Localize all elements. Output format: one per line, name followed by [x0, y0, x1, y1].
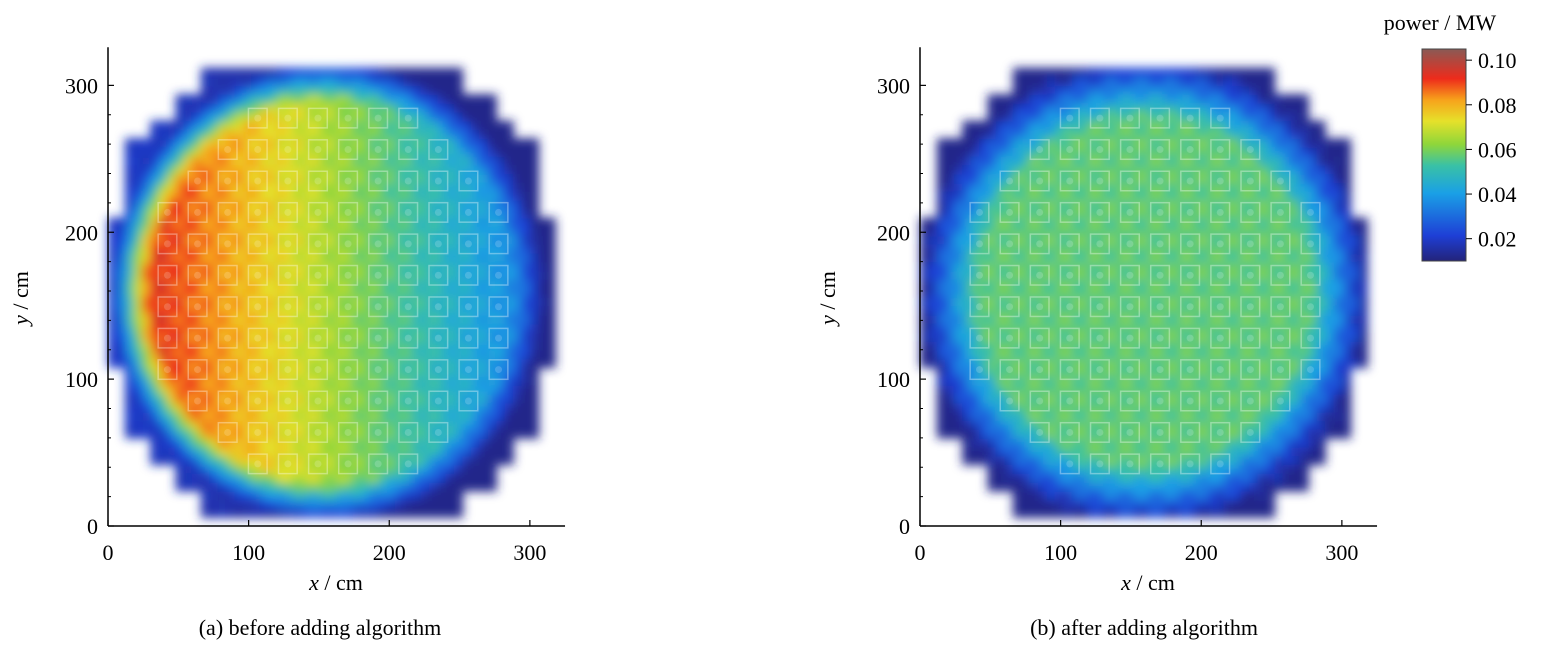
y-tick-label: 100 — [877, 367, 910, 392]
y-tick-label: 0 — [899, 514, 910, 539]
colorbar-tick-label: 0.02 — [1478, 227, 1517, 252]
heatmap-a — [108, 67, 556, 518]
y-tick-label: 200 — [877, 220, 910, 245]
colorbar-title: power / MW — [1384, 10, 1497, 35]
colorbar-tick-label: 0.04 — [1478, 182, 1517, 207]
caption-a: (a) before adding algorithm — [199, 615, 442, 640]
x-tick-label: 300 — [1325, 540, 1358, 565]
x-tick-label: 0 — [915, 540, 926, 565]
y-tick-label: 300 — [65, 73, 98, 98]
x-tick-label: 300 — [513, 540, 546, 565]
y-axis-label-b: y / cm — [815, 271, 840, 327]
y-tick-label: 0 — [87, 514, 98, 539]
assembly-grid-b — [969, 107, 1321, 475]
y-axis-label-a: y / cm — [8, 271, 33, 327]
x-tick-label: 100 — [232, 540, 265, 565]
panel-b: 0 100 200 300 0 100 200 300 x / cm y / cm (b) a… — [815, 47, 1378, 640]
colorbar: power / MW 0.10 0.08 0.06 0.04 0.02 — [1384, 10, 1517, 262]
x-tick-label: 200 — [373, 540, 406, 565]
x-axis-label-b: x / cm — [1120, 570, 1175, 595]
colorbar-tick-label: 0.10 — [1478, 48, 1517, 73]
colorbar-tick-label: 0.08 — [1478, 93, 1517, 118]
y-tick-label: 200 — [65, 220, 98, 245]
colorbar-gradient — [1421, 48, 1467, 262]
x-tick-label: 0 — [103, 540, 114, 565]
x-tick-label: 200 — [1185, 540, 1218, 565]
x-tick-label: 100 — [1044, 540, 1077, 565]
axes-a: 0 100 200 300 0 100 200 300 — [65, 47, 566, 565]
y-tick-label: 300 — [877, 73, 910, 98]
x-axis-label-a: x / cm — [308, 570, 363, 595]
assembly-grid-a — [157, 107, 509, 475]
panel-a: 0 100 200 300 0 100 200 300 x / cm y / cm (a) b… — [8, 47, 566, 640]
colorbar-tick-label: 0.06 — [1478, 137, 1517, 162]
axes-b: 0 100 200 300 0 100 200 300 — [877, 47, 1378, 565]
caption-b: (b) after adding algorithm — [1030, 615, 1258, 640]
y-tick-label: 100 — [65, 367, 98, 392]
heatmap-b — [920, 67, 1368, 518]
